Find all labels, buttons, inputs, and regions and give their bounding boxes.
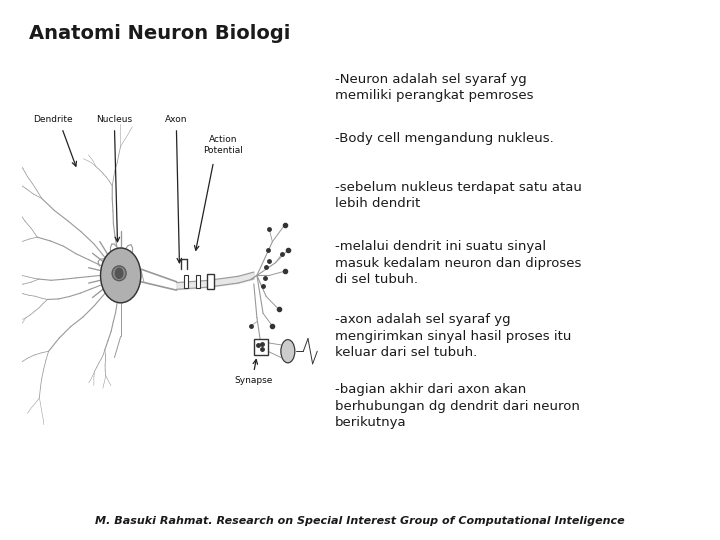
Text: -sebelum nukleus terdapat satu atau
lebih dendrit: -sebelum nukleus terdapat satu atau lebi… — [335, 181, 582, 211]
Circle shape — [115, 268, 123, 278]
Circle shape — [101, 248, 141, 303]
Text: Anatomi Neuron Biologi: Anatomi Neuron Biologi — [29, 24, 290, 43]
Bar — [207, 274, 214, 289]
Text: -axon adalah sel syaraf yg
mengirimkan sinyal hasil proses itu
keluar dari sel t: -axon adalah sel syaraf yg mengirimkan s… — [335, 313, 571, 359]
Bar — [184, 275, 187, 288]
Ellipse shape — [281, 340, 294, 363]
Text: -Neuron adalah sel syaraf yg
memiliki perangkat pemroses: -Neuron adalah sel syaraf yg memiliki pe… — [335, 73, 534, 103]
Bar — [209, 275, 212, 288]
Text: Action
Potential: Action Potential — [203, 135, 243, 155]
Bar — [197, 275, 200, 288]
Bar — [253, 339, 268, 355]
Text: Dendrite: Dendrite — [32, 115, 73, 124]
Text: -melalui dendrit ini suatu sinyal
masuk kedalam neuron dan diproses
di sel tubuh: -melalui dendrit ini suatu sinyal masuk … — [335, 240, 581, 286]
Ellipse shape — [112, 266, 126, 281]
Text: -Body cell mengandung nukleus.: -Body cell mengandung nukleus. — [335, 132, 554, 145]
Text: M. Basuki Rahmat. Research on Special Interest Group of Computational Inteligenc: M. Basuki Rahmat. Research on Special In… — [95, 516, 625, 526]
Text: Nucleus: Nucleus — [96, 115, 132, 124]
Text: Axon: Axon — [165, 115, 188, 124]
Text: -bagian akhir dari axon akan
berhubungan dg dendrit dari neuron
berikutnya: -bagian akhir dari axon akan berhubungan… — [335, 383, 580, 429]
Text: Synapse: Synapse — [235, 376, 273, 385]
